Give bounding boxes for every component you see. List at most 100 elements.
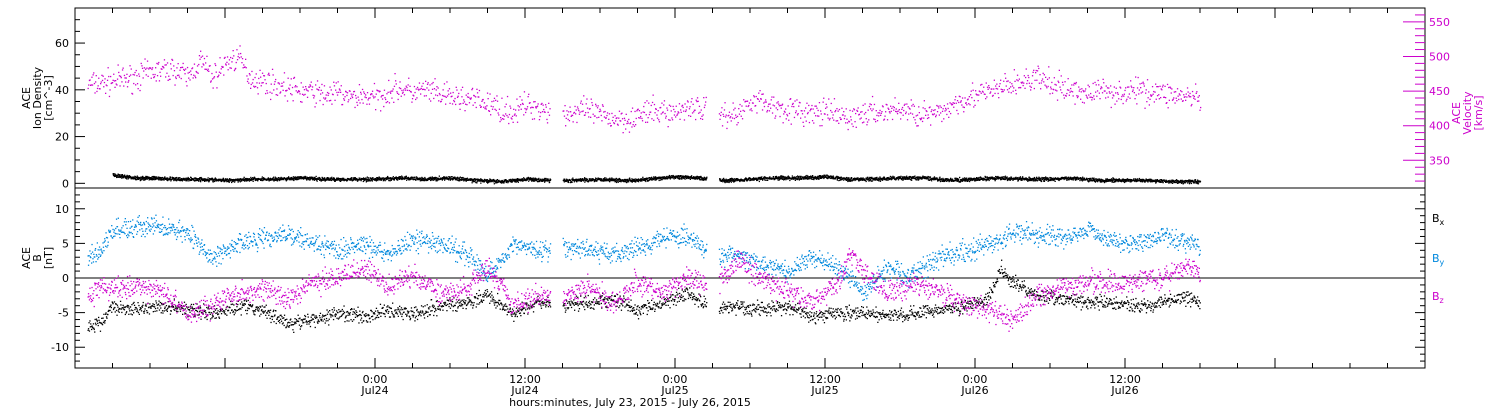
velocity-point <box>592 105 593 106</box>
velocity-point <box>454 101 455 102</box>
velocity-point <box>145 69 146 70</box>
velocity-point <box>847 122 848 123</box>
velocity-point <box>573 121 574 122</box>
velocity-point <box>911 99 912 100</box>
velocity-point <box>128 82 129 83</box>
velocity-point <box>1114 104 1115 105</box>
velocity-point <box>1189 93 1190 94</box>
velocity-point <box>974 105 975 106</box>
velocity-point <box>513 122 514 123</box>
velocity-point <box>874 104 875 105</box>
velocity-point <box>779 116 780 117</box>
velocity-point <box>114 87 115 88</box>
velocity-point <box>878 115 879 116</box>
velocity-point <box>299 93 300 94</box>
velocity-point <box>316 103 317 104</box>
velocity-point <box>445 104 446 105</box>
velocity-point <box>290 93 291 94</box>
velocity-point <box>97 88 98 89</box>
velocity-point <box>159 72 160 73</box>
velocity-point <box>849 121 850 122</box>
density-point <box>439 176 440 177</box>
velocity-point <box>1141 83 1142 84</box>
velocity-point <box>105 93 106 94</box>
velocity-point <box>1119 81 1120 82</box>
velocity-point <box>686 106 687 107</box>
velocity-point <box>602 104 603 105</box>
velocity-point <box>1020 87 1021 88</box>
velocity-point <box>1023 83 1024 84</box>
velocity-point <box>728 115 729 116</box>
velocity-point <box>907 119 908 120</box>
velocity-point <box>808 112 809 113</box>
velocity-point <box>201 66 202 67</box>
velocity-point <box>346 91 347 92</box>
velocity-point <box>1091 97 1092 98</box>
velocity-point <box>1095 92 1096 93</box>
velocity-point <box>463 103 464 104</box>
velocity-point <box>939 105 940 106</box>
velocity-point <box>739 104 740 105</box>
velocity-point <box>733 109 734 110</box>
velocity-point <box>1102 92 1103 93</box>
velocity-point <box>289 84 290 85</box>
density-point <box>810 178 811 179</box>
density-point <box>324 177 325 178</box>
velocity-point <box>474 95 475 96</box>
velocity-point <box>1109 93 1110 94</box>
velocity-point <box>908 113 909 114</box>
velocity-point <box>512 116 513 117</box>
velocity-point <box>543 105 544 106</box>
velocity-point <box>876 110 877 111</box>
density-point <box>516 182 517 183</box>
velocity-point <box>646 114 647 115</box>
velocity-point <box>245 59 246 60</box>
velocity-point <box>763 102 764 103</box>
velocity-point <box>385 99 386 100</box>
velocity-point <box>1199 110 1200 111</box>
velocity-point <box>1064 81 1065 82</box>
velocity-point <box>286 90 287 91</box>
velocity-point <box>563 110 564 111</box>
velocity-point <box>1024 75 1025 76</box>
velocity-point <box>1186 93 1187 94</box>
velocity-point <box>305 86 306 87</box>
velocity-point <box>129 76 130 77</box>
velocity-point <box>623 124 624 125</box>
velocity-point <box>1141 92 1142 93</box>
velocity-point <box>493 106 494 107</box>
velocity-point <box>863 122 864 123</box>
velocity-point <box>866 124 867 125</box>
velocity-point <box>125 81 126 82</box>
velocity-point <box>963 111 964 112</box>
density-point <box>645 181 646 182</box>
velocity-point <box>94 83 95 84</box>
velocity-point <box>231 61 232 62</box>
velocity-point <box>606 117 607 118</box>
velocity-point <box>1181 98 1182 99</box>
velocity-point <box>993 88 994 89</box>
velocity-point <box>206 69 207 70</box>
velocity-point <box>331 104 332 105</box>
velocity-point <box>626 114 627 115</box>
velocity-point <box>443 95 444 96</box>
velocity-point <box>1017 75 1018 76</box>
velocity-point <box>798 106 799 107</box>
velocity-point <box>898 103 899 104</box>
velocity-point <box>1016 93 1017 94</box>
velocity-point <box>117 79 118 80</box>
density-point <box>372 180 373 181</box>
velocity-point <box>889 112 890 113</box>
velocity-point <box>88 84 89 85</box>
velocity-point <box>1085 88 1086 89</box>
velocity-point <box>1052 93 1053 94</box>
velocity-point <box>475 96 476 97</box>
velocity-point <box>918 125 919 126</box>
velocity-point <box>1084 102 1085 103</box>
velocity-point <box>492 109 493 110</box>
velocity-point <box>630 122 631 123</box>
velocity-point <box>1099 98 1100 99</box>
velocity-point <box>1125 87 1126 88</box>
density-point <box>638 181 639 182</box>
density-point <box>642 177 643 178</box>
